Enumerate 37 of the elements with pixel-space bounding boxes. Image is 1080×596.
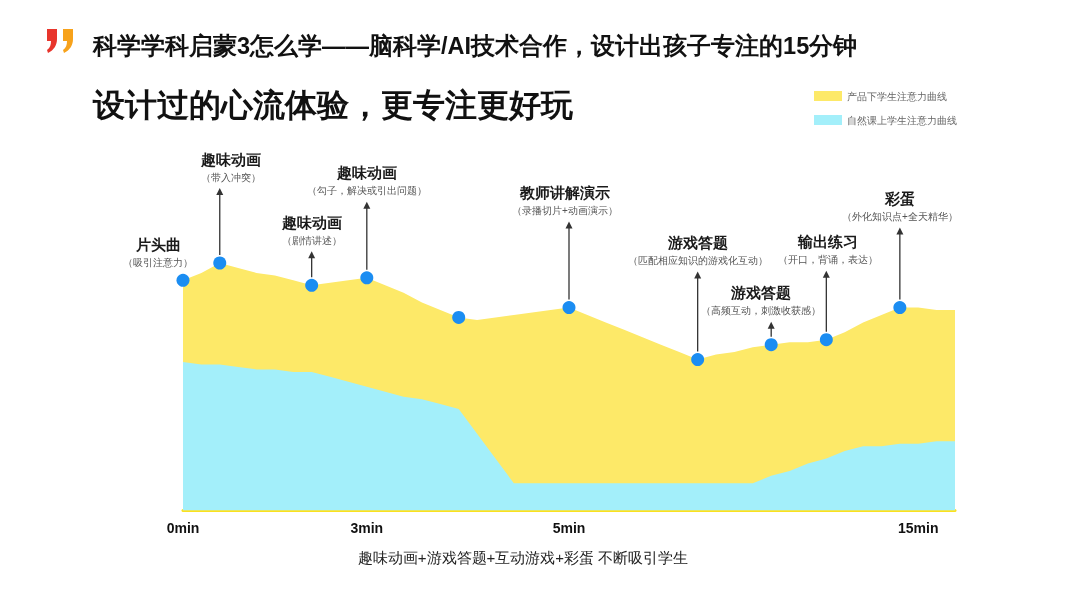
text: 趣味动画	[199, 150, 261, 168]
text: 教师讲解演示	[519, 184, 610, 202]
x-tick-label: 5min	[552, 519, 586, 536]
point	[893, 301, 907, 315]
text: 趣味动画	[280, 213, 342, 231]
chart-subtitle: 设计过的心流体验，更专注更好玩	[92, 87, 574, 123]
legend-label: 产品下学生注意力曲线	[847, 90, 947, 102]
text: 输出练习	[797, 233, 859, 251]
text: 彩蛋	[883, 190, 915, 208]
point	[360, 271, 374, 285]
point	[819, 333, 833, 347]
point	[452, 310, 466, 324]
point	[562, 301, 576, 315]
annotation: 游戏答题	[730, 284, 792, 302]
text: 游戏答题	[666, 234, 728, 252]
point	[176, 273, 190, 287]
point	[764, 338, 778, 352]
text: 趣味动画+游戏答题+互动游戏+彩蛋 不断吸引学生	[357, 548, 689, 566]
annotation: （吸引注意力）	[123, 256, 193, 268]
point	[213, 256, 227, 270]
text: （带入冲突）	[200, 171, 261, 183]
point	[691, 353, 705, 367]
text: 片头曲	[134, 235, 181, 253]
x-tick-label: 15min	[898, 519, 939, 536]
text: （剧情讲述）	[281, 234, 342, 246]
text: （录播切片+动画演示）	[512, 205, 618, 217]
annotation: （高频互动，刺激收获感）	[701, 305, 822, 317]
legend-label: 自然课上学生注意力曲线	[847, 114, 957, 126]
x-tick-label: 3min	[350, 519, 384, 536]
text: 趣味动画	[335, 164, 397, 182]
annotation: （开口，背诵，表达）	[778, 254, 879, 266]
x-tick-label: 0min	[166, 519, 200, 536]
chart-title: 科学学科启蒙3怎么学——脑科学/AI技术合作，设计出孩子专注的15分钟	[92, 33, 858, 59]
point	[305, 278, 319, 292]
text: （勾子，解决或引出问题）	[306, 185, 427, 197]
text: （外化知识点+全天精华）	[841, 211, 958, 223]
annotation: （匹配相应知识的游戏化互动）	[627, 255, 768, 267]
